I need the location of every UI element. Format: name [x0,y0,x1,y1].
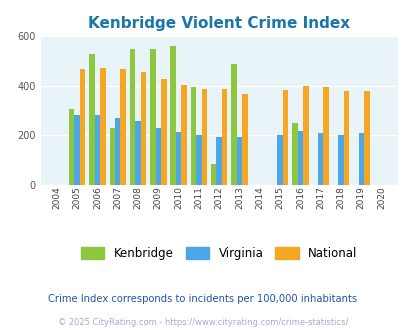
Bar [115,118,120,185]
Bar [317,133,323,185]
Bar [190,86,196,185]
Bar [231,63,236,185]
Bar [222,89,227,185]
Bar [109,128,115,185]
Bar [196,135,201,185]
Bar [282,90,288,185]
Bar [181,85,186,185]
Bar [141,72,146,185]
Bar [80,69,85,185]
Bar [363,91,369,185]
Bar [69,109,74,185]
Bar [343,90,348,185]
Bar [89,54,94,185]
Bar [135,121,141,185]
Bar [236,137,242,185]
Bar [242,94,247,185]
Bar [211,164,216,185]
Text: Crime Index corresponds to incidents per 100,000 inhabitants: Crime Index corresponds to incidents per… [48,294,357,304]
Bar [292,123,297,185]
Bar [74,115,80,185]
Text: © 2025 CityRating.com - https://www.cityrating.com/crime-statistics/: © 2025 CityRating.com - https://www.city… [58,318,347,327]
Bar [216,137,222,185]
Title: Kenbridge Violent Crime Index: Kenbridge Violent Crime Index [88,16,350,31]
Bar [201,89,207,185]
Bar [337,135,343,185]
Bar [161,79,166,185]
Legend: Kenbridge, Virginia, National: Kenbridge, Virginia, National [81,247,357,260]
Bar [120,69,126,185]
Bar [358,133,363,185]
Bar [155,128,161,185]
Bar [277,135,282,185]
Bar [94,115,100,185]
Bar [100,68,105,185]
Bar [297,131,303,185]
Bar [175,132,181,185]
Bar [130,49,135,185]
Bar [323,87,328,185]
Bar [170,46,175,185]
Bar [303,86,308,185]
Bar [150,49,155,185]
